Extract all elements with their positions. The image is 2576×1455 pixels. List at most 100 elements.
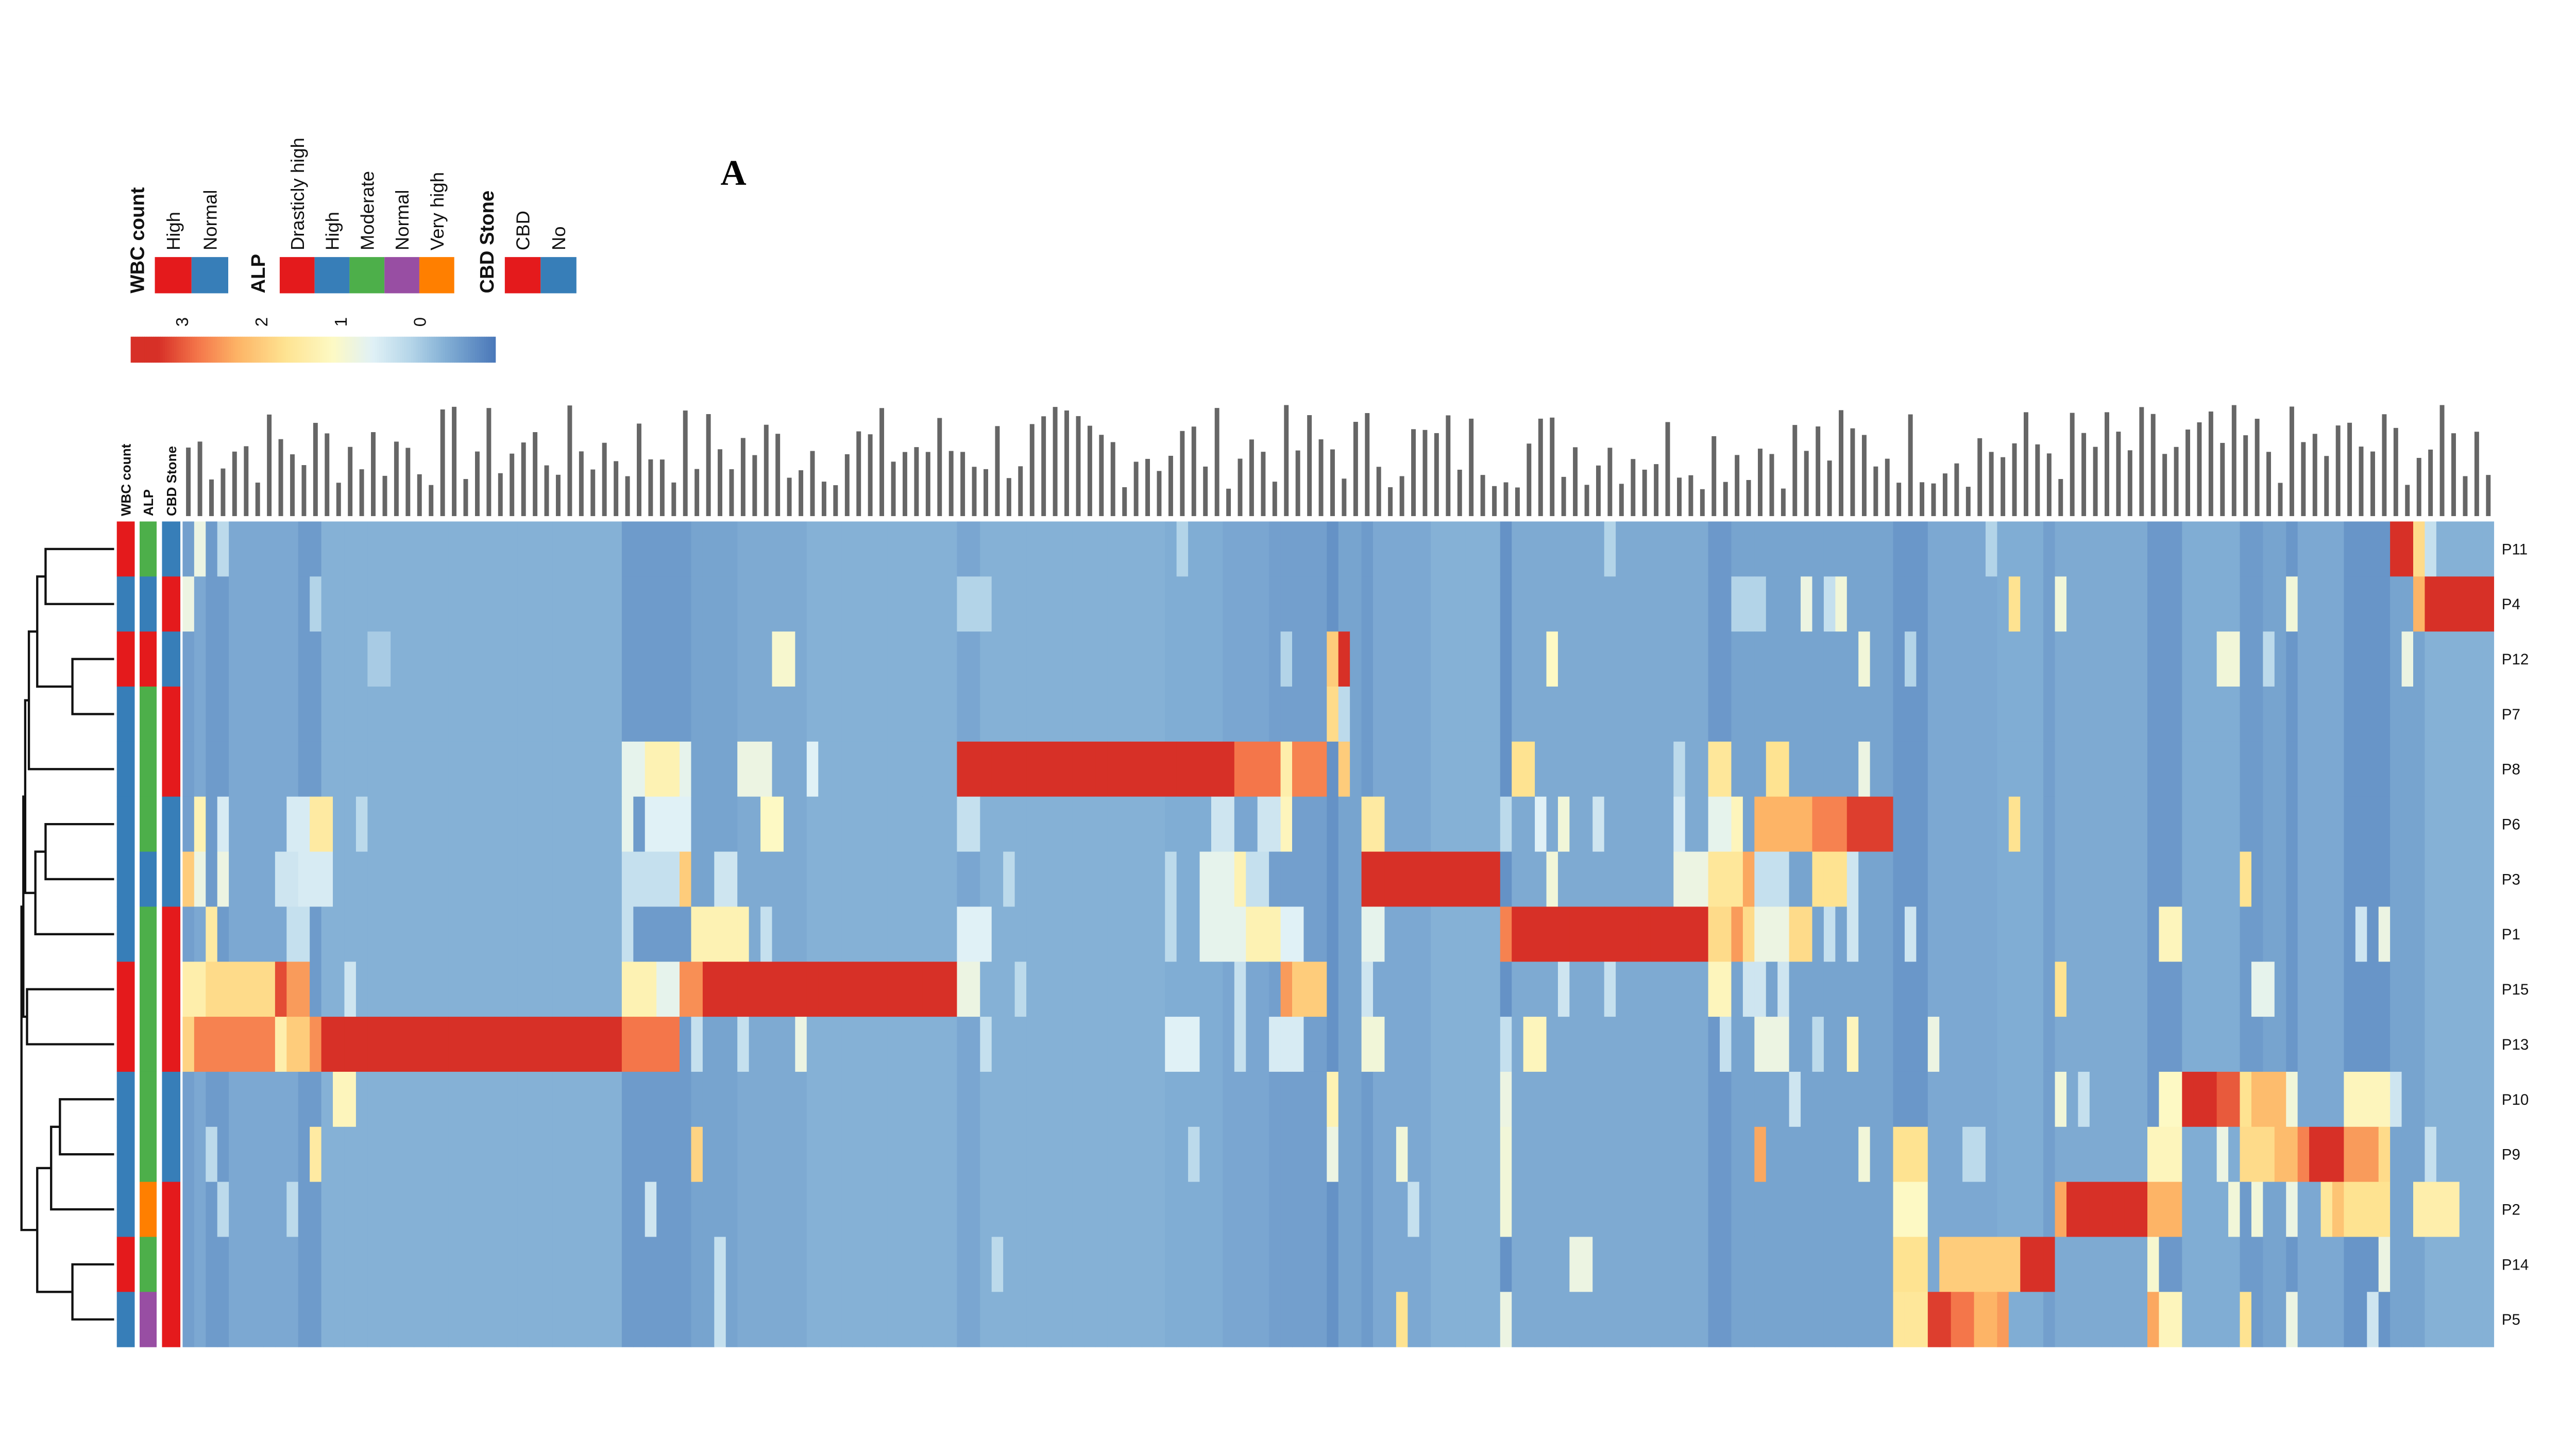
heatmap-cell xyxy=(1858,1237,1871,1292)
heatmap-cell xyxy=(2274,1292,2286,1347)
heatmap-cell xyxy=(968,962,980,1017)
heatmap-cell xyxy=(495,796,507,852)
color-scale-segment xyxy=(274,336,277,363)
heatmap-cell xyxy=(1720,1292,1732,1347)
heatmap-cell xyxy=(2205,631,2217,687)
heatmap-cell xyxy=(1985,576,1997,632)
heatmap-cell xyxy=(725,906,738,962)
heatmap-cell xyxy=(1130,851,1142,907)
color-scale-segment xyxy=(185,336,188,363)
color-scale-segment xyxy=(180,336,184,363)
heatmap-cell xyxy=(691,906,703,962)
heatmap-cell xyxy=(1072,851,1084,907)
heatmap-cell xyxy=(2147,687,2160,742)
heatmap-cell xyxy=(1234,1292,1246,1347)
heatmap-cell xyxy=(1627,741,1639,797)
heatmap-cell xyxy=(1731,521,1743,577)
heatmap-cell xyxy=(2159,851,2171,907)
heatmap-cell xyxy=(1638,741,1651,797)
heatmap-cell xyxy=(1997,796,2009,852)
heatmap-cell xyxy=(795,521,807,577)
heatmap-cell xyxy=(1592,796,1605,852)
heatmap-cell xyxy=(2124,1017,2137,1072)
column-label-glyph xyxy=(1896,483,1902,517)
heatmap-cell xyxy=(483,1182,495,1237)
heatmap-cell xyxy=(1049,1071,1061,1127)
heatmap-cell xyxy=(1061,851,1073,907)
heatmap-cell xyxy=(783,1071,795,1127)
heatmap-cell xyxy=(1627,687,1639,742)
color-scale-segment xyxy=(391,336,394,363)
heatmap-cell xyxy=(2182,962,2194,1017)
heatmap-cell xyxy=(1061,906,1073,962)
heatmap-cell xyxy=(2020,1292,2032,1347)
heatmap-cell xyxy=(1477,1126,1489,1183)
heatmap-cell xyxy=(922,1017,935,1072)
heatmap-cell xyxy=(2332,1071,2344,1127)
heatmap-cell xyxy=(2136,1182,2148,1237)
heatmap-cell xyxy=(1408,1017,1420,1072)
heatmap-cell xyxy=(182,1017,195,1072)
heatmap-cell xyxy=(1962,851,1975,907)
heatmap-cell xyxy=(1303,521,1316,577)
heatmap-cell xyxy=(1789,631,1801,687)
heatmap-cell xyxy=(1223,1126,1235,1183)
heatmap-cell xyxy=(2251,851,2263,907)
heatmap-cell xyxy=(344,962,357,1017)
heatmap-cell xyxy=(2101,1071,2113,1127)
heatmap-cell xyxy=(379,906,391,962)
annotation-cell xyxy=(116,1071,135,1127)
column-label-glyph xyxy=(2347,422,2352,517)
heatmap-cell xyxy=(1650,1237,1663,1292)
heatmap-cell xyxy=(1673,796,1686,852)
heatmap-cell xyxy=(298,1292,310,1347)
heatmap-cell xyxy=(621,741,634,797)
heatmap-cell xyxy=(2136,906,2148,962)
heatmap-cell xyxy=(2425,1182,2437,1237)
column-label-glyph xyxy=(2231,405,2236,517)
heatmap-cell xyxy=(1858,631,1871,687)
column-label-glyph xyxy=(1133,461,1139,517)
heatmap-cell xyxy=(2193,576,2206,632)
heatmap-cell xyxy=(575,1071,588,1127)
heatmap-cell xyxy=(1523,1017,1535,1072)
heatmap-cell xyxy=(1569,1237,1582,1292)
heatmap-cell xyxy=(1165,1237,1177,1292)
heatmap-cell xyxy=(841,1292,854,1347)
heatmap-cell xyxy=(1465,851,1478,907)
heatmap-cell xyxy=(1431,1126,1443,1183)
heatmap-cell xyxy=(1107,1292,1120,1347)
heatmap-cell xyxy=(2425,851,2437,907)
heatmap-cell xyxy=(1916,962,1928,1017)
heatmap-cell xyxy=(286,1071,299,1127)
heatmap-cell xyxy=(2147,962,2160,1017)
heatmap-cell xyxy=(263,1292,276,1347)
heatmap-cell xyxy=(333,906,345,962)
heatmap-cell xyxy=(680,1292,691,1347)
heatmap-cell xyxy=(310,796,322,852)
heatmap-cell xyxy=(760,1182,773,1237)
heatmap-cell xyxy=(760,1017,773,1072)
heatmap-cell xyxy=(1638,1071,1651,1127)
heatmap-cell xyxy=(460,1071,472,1127)
heatmap-cell xyxy=(2390,576,2402,632)
heatmap-cell xyxy=(749,1017,761,1072)
heatmap-cell xyxy=(1003,851,1015,907)
color-scale-segment xyxy=(156,336,159,363)
heatmap-cell xyxy=(217,1017,229,1072)
heatmap-cell xyxy=(1546,1126,1558,1183)
column-label-glyph xyxy=(1792,425,1798,517)
heatmap-cell xyxy=(922,1292,935,1347)
heatmap-cell xyxy=(714,576,726,632)
annotation-cell xyxy=(140,796,157,852)
heatmap-cell xyxy=(2055,1017,2067,1072)
heatmap-cell xyxy=(2482,741,2495,797)
heatmap-cell xyxy=(991,1292,1004,1347)
heatmap-cell xyxy=(2066,796,2078,852)
color-scale-segment xyxy=(169,336,172,363)
heatmap-cell xyxy=(2216,1071,2229,1127)
heatmap-cell xyxy=(1766,1017,1778,1072)
heatmap-cell xyxy=(1882,962,1894,1017)
heatmap-cell xyxy=(1893,521,1905,577)
